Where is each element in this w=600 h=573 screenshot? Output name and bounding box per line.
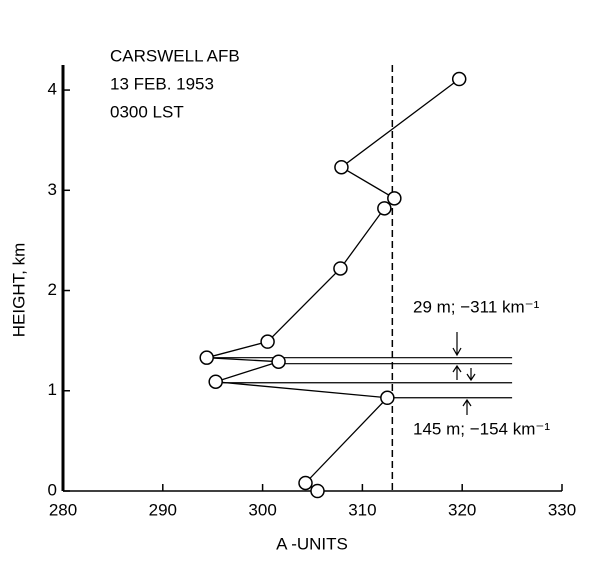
x-tick-label: 300 (248, 500, 276, 519)
y-tick-label: 3 (48, 180, 57, 199)
data-point (451, 71, 467, 87)
annotation: 0300 LST (110, 102, 184, 121)
data-point (387, 191, 402, 206)
y-tick-label: 1 (48, 380, 57, 399)
x-axis-label: A -UNITS (276, 534, 348, 553)
data-point (334, 159, 349, 175)
annotation: 29 m; −311 km⁻¹ (413, 297, 540, 316)
data-point (260, 334, 275, 349)
annotation: 13 FEB. 1953 (110, 74, 214, 93)
series-line (206, 78, 460, 492)
y-tick-label: 4 (48, 80, 57, 99)
x-tick-label: 280 (49, 500, 77, 519)
y-axis-label: HEIGHT, km (9, 243, 28, 337)
data-point (333, 261, 348, 276)
arrows (452, 332, 476, 415)
y-tick-label: 0 (48, 480, 57, 499)
data-point (380, 390, 395, 406)
x-tick-label: 310 (348, 500, 376, 519)
data-point (298, 475, 313, 491)
x-tick-label: 330 (548, 500, 576, 519)
annotation: 145 m; −154 km⁻¹ (413, 419, 550, 438)
data-point (377, 201, 392, 216)
y-tick-label: 2 (48, 280, 57, 299)
data-point (199, 350, 214, 365)
x-tick-label: 290 (149, 500, 177, 519)
x-tick-label: 320 (448, 500, 476, 519)
annotation: CARSWELL AFB (110, 46, 240, 65)
data-point (271, 354, 286, 369)
data-point (208, 374, 223, 389)
data-point (310, 483, 325, 499)
